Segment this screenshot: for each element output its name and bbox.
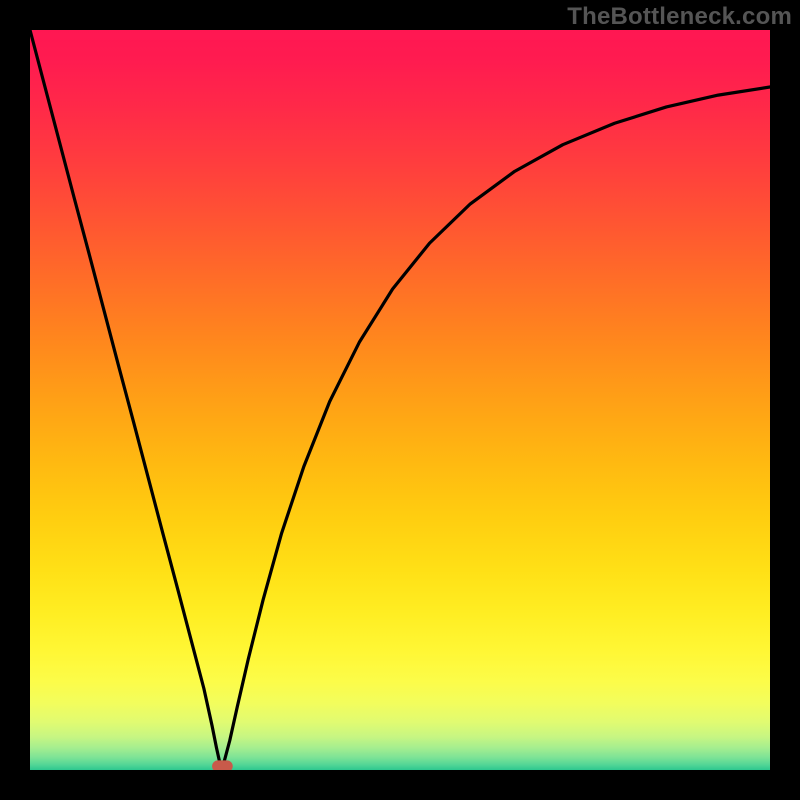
bottleneck-chart-svg bbox=[30, 30, 770, 770]
watermark-text: TheBottleneck.com bbox=[567, 3, 792, 31]
gradient-background bbox=[30, 30, 770, 770]
plot-area bbox=[30, 30, 770, 770]
min-marker bbox=[212, 760, 233, 770]
chart-container: TheBottleneck.com bbox=[0, 0, 800, 800]
